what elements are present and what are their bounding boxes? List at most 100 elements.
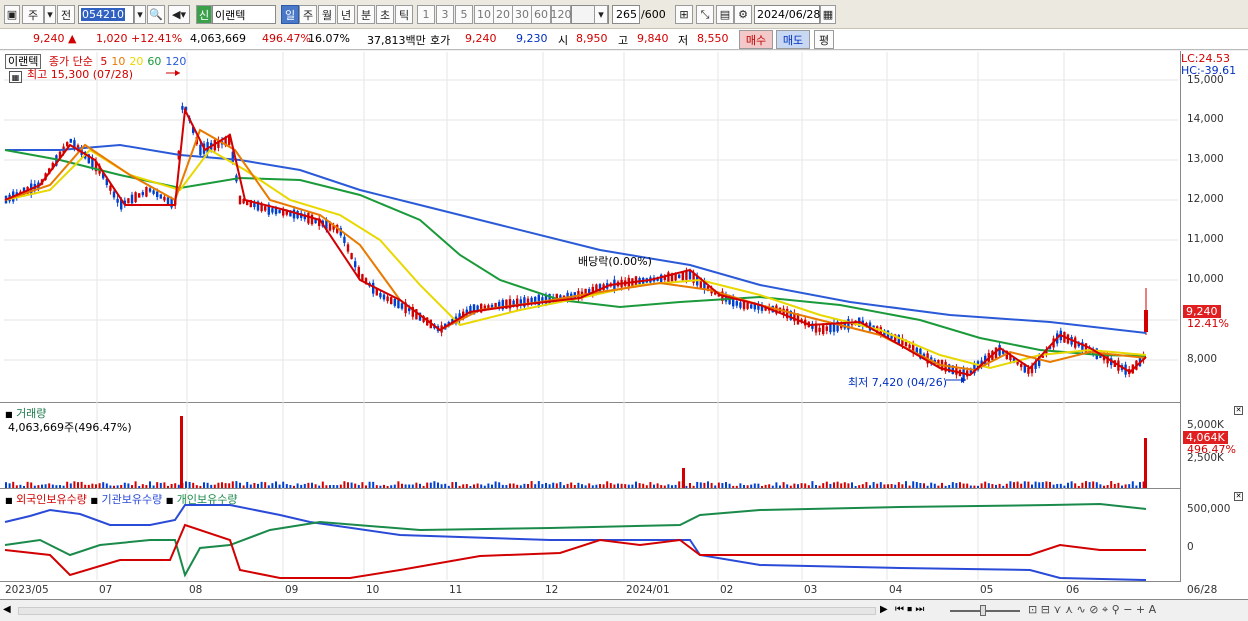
market-select[interactable]: 주 xyxy=(22,5,44,24)
jeon-button[interactable]: 전 xyxy=(57,5,75,24)
volume-bar xyxy=(293,485,295,488)
volume-bar xyxy=(433,481,436,488)
ma-period-60: 60 xyxy=(147,55,162,68)
calendar-icon[interactable]: ▦ xyxy=(820,5,836,24)
stock-code-input[interactable]: 054210 xyxy=(78,5,134,24)
window-icon[interactable]: ▣ xyxy=(4,5,20,24)
scroll-track[interactable] xyxy=(18,607,876,615)
draw-tool-icon[interactable]: ⤡ xyxy=(696,5,714,24)
candle-body xyxy=(915,347,918,355)
volume-bar xyxy=(188,481,191,488)
period-tab-3[interactable]: 년 xyxy=(337,5,355,24)
candle-body xyxy=(1030,365,1034,374)
holding-close-icon[interactable]: ✕ xyxy=(1234,492,1243,501)
gear-icon[interactable]: ⚙ xyxy=(734,5,752,24)
candle-body xyxy=(832,322,836,332)
volume-close-icon[interactable]: ✕ xyxy=(1234,406,1243,415)
candle-body xyxy=(559,295,562,300)
zoom-slider-handle[interactable] xyxy=(980,605,986,616)
candle-body xyxy=(289,210,292,217)
period-tab-2[interactable]: 월 xyxy=(318,5,336,24)
interval-button-7[interactable]: 120 xyxy=(551,5,572,24)
volume-bar xyxy=(37,485,40,488)
volume-bar xyxy=(671,485,673,488)
volume-bar xyxy=(170,483,173,488)
price-chart-panel[interactable] xyxy=(0,51,1180,403)
volume-bar xyxy=(476,483,479,488)
volume-bar xyxy=(555,483,558,488)
interval-dropdown-icon[interactable]: ▾ xyxy=(594,5,608,24)
jeon-label: 전 xyxy=(60,8,72,22)
candle-body xyxy=(354,261,357,268)
period-tab-4[interactable]: 분 xyxy=(357,5,375,24)
volume-bar xyxy=(667,484,670,488)
save-icon[interactable]: ▤ xyxy=(716,5,734,24)
interval-button-1[interactable]: 3 xyxy=(436,5,454,24)
candle-type-icon[interactable]: ⊞ xyxy=(675,5,693,24)
candle-body xyxy=(156,191,159,198)
candle-body xyxy=(246,199,249,206)
x-axis-tick: 06/28 xyxy=(1187,584,1218,596)
date-value: 2024/06/28 xyxy=(757,8,821,21)
search-icon[interactable]: 🔍 xyxy=(147,5,165,24)
candle-body xyxy=(541,297,544,303)
count-input[interactable]: 265 xyxy=(612,5,640,24)
volume-bar xyxy=(465,484,468,488)
candle-body xyxy=(818,327,821,332)
period-tab-5[interactable]: 초 xyxy=(376,5,394,24)
price-change-pct: +12.41% xyxy=(131,32,183,45)
stock-name-field[interactable]: 이랜텍 xyxy=(212,5,276,24)
scroll-left-icon[interactable]: ◀ xyxy=(3,604,11,615)
volume-bar xyxy=(541,484,544,488)
volume-bar xyxy=(822,483,825,488)
candle-body xyxy=(379,293,382,298)
code-dropdown-icon[interactable]: ▾ xyxy=(134,5,146,24)
interval-button-0[interactable]: 1 xyxy=(417,5,435,24)
x-axis-tick: 2024/01 xyxy=(626,584,670,596)
price-ytick: 8,000 xyxy=(1187,353,1218,365)
candle-body xyxy=(411,306,414,317)
volume-bar xyxy=(645,485,648,488)
volume-bar xyxy=(336,485,339,488)
ma20-line xyxy=(4,148,1147,370)
candle-body xyxy=(138,193,141,198)
interval-button-6[interactable]: 60 xyxy=(531,5,551,24)
draw-tools-icon[interactable]: ⊡ ⊟ ⋎ ⋏ ∿ ⊘ ⌖ ⚲ − + A xyxy=(1028,603,1157,616)
candle-body xyxy=(105,178,108,185)
candle-body xyxy=(548,293,551,304)
volume-bar xyxy=(372,481,375,488)
candle-body xyxy=(951,365,954,375)
volume-bar xyxy=(923,483,925,488)
candle-body xyxy=(1027,367,1030,374)
buy-button[interactable]: 매수 xyxy=(739,30,773,49)
playback-controls-icon[interactable]: ⏮ ⏹ ⏭ xyxy=(895,604,925,615)
volume-bar xyxy=(793,483,796,488)
interval-button-2[interactable]: 5 xyxy=(455,5,473,24)
volume-bar xyxy=(1103,485,1105,488)
candle-body xyxy=(238,195,242,205)
scroll-right-icon[interactable]: ▶ xyxy=(880,604,888,615)
candle-body xyxy=(134,192,137,203)
period-tab-1[interactable]: 주 xyxy=(299,5,317,24)
speaker-icon[interactable]: ◀▾ xyxy=(168,5,190,24)
candle-body xyxy=(786,308,789,319)
sell-button[interactable]: 매도 xyxy=(776,30,810,49)
volume-bar xyxy=(530,481,533,488)
avg-button[interactable]: 평 xyxy=(814,30,834,49)
date-input[interactable]: 2024/06/28 xyxy=(754,5,820,24)
volume-bar xyxy=(1038,482,1041,488)
ma10-line xyxy=(4,128,1147,372)
interval-button-5[interactable]: 30 xyxy=(512,5,532,24)
volume-chart-panel[interactable] xyxy=(0,403,1180,489)
period-tab-6[interactable]: 틱 xyxy=(395,5,413,24)
market-dropdown-icon[interactable]: ▾ xyxy=(44,5,56,24)
candle-body xyxy=(181,106,184,110)
volume-bar xyxy=(620,483,623,488)
candle-body xyxy=(685,271,688,280)
candle-body xyxy=(127,198,130,204)
period-tab-0[interactable]: 일 xyxy=(281,5,299,24)
high-label: 고 xyxy=(618,34,629,47)
volume-bar xyxy=(303,483,306,488)
grid-toggle-icon[interactable]: ▦ xyxy=(9,71,22,83)
candle-body xyxy=(120,199,123,210)
